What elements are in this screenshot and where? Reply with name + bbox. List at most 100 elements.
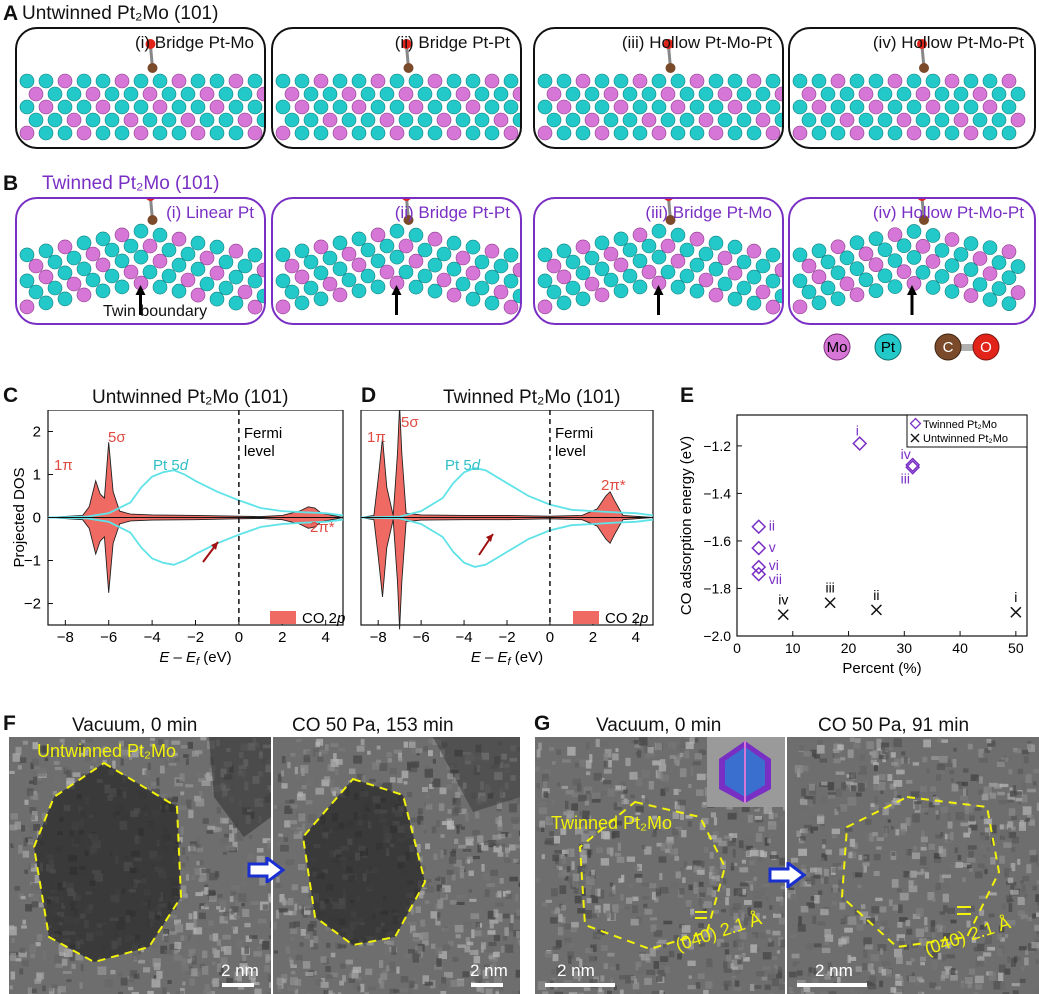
tem-grain bbox=[709, 866, 715, 874]
tem-grain bbox=[242, 965, 248, 972]
tem-grain bbox=[1021, 884, 1026, 893]
tem-grain bbox=[941, 971, 949, 979]
tem-grain bbox=[663, 920, 673, 925]
tem-grain bbox=[675, 871, 681, 879]
tem-grain bbox=[649, 883, 657, 889]
pt-atom bbox=[765, 73, 781, 89]
mo-atom bbox=[849, 125, 865, 141]
tem-grain bbox=[1017, 801, 1021, 805]
tem-grain bbox=[169, 931, 177, 935]
tem-grain bbox=[494, 982, 504, 992]
oxygen-atom bbox=[918, 199, 926, 201]
pt-atom bbox=[171, 125, 187, 141]
tem-grain bbox=[635, 752, 642, 756]
tem-grain bbox=[803, 751, 812, 757]
tem-grain bbox=[942, 927, 947, 933]
tem-grain bbox=[1021, 966, 1025, 972]
tem-grain bbox=[122, 741, 131, 751]
tem-grain bbox=[621, 786, 627, 790]
tem-grain bbox=[568, 955, 572, 964]
tem-grain bbox=[632, 896, 639, 902]
tem-grain bbox=[749, 849, 759, 857]
mo-atom bbox=[503, 299, 519, 315]
tem-grain bbox=[677, 826, 683, 834]
tem-grain bbox=[160, 793, 168, 801]
pt-atom bbox=[858, 112, 874, 128]
tem-grain bbox=[212, 947, 217, 954]
tem-grain bbox=[412, 950, 418, 960]
tem-grain bbox=[516, 930, 520, 938]
tem-grain bbox=[609, 882, 614, 887]
pt-atom bbox=[820, 280, 836, 296]
pt-atom bbox=[1001, 125, 1017, 141]
tem-grain bbox=[476, 968, 481, 975]
tem-grain bbox=[283, 837, 289, 842]
pt-atom bbox=[341, 112, 357, 128]
pt-atom bbox=[19, 73, 35, 89]
tem-grain bbox=[585, 790, 591, 795]
tem-grain bbox=[755, 818, 764, 823]
tem-grain bbox=[732, 978, 737, 982]
tem-grain bbox=[673, 934, 679, 943]
tem-grain bbox=[862, 962, 871, 971]
tem-grain bbox=[637, 863, 642, 871]
tem-grain bbox=[758, 826, 765, 832]
tem-grain bbox=[514, 844, 520, 849]
tem-grain bbox=[21, 925, 27, 929]
tem-grain bbox=[906, 961, 912, 966]
tem-grain bbox=[709, 851, 714, 859]
tem-grain bbox=[767, 832, 775, 839]
tem-grain bbox=[656, 770, 663, 780]
tem-grain bbox=[464, 859, 471, 864]
tem-grain bbox=[665, 893, 675, 899]
tem-grain bbox=[830, 971, 834, 978]
pt-atom bbox=[944, 258, 960, 273]
tem-grain bbox=[844, 915, 850, 924]
tem-grain bbox=[905, 920, 911, 927]
mo-atom bbox=[512, 262, 520, 278]
tem-grain bbox=[667, 741, 677, 749]
tem-grain bbox=[936, 772, 942, 781]
tem-grain bbox=[61, 958, 68, 966]
tem-grain bbox=[487, 910, 496, 919]
tem-grain bbox=[734, 917, 741, 924]
tem-grain bbox=[704, 847, 709, 854]
tem-grain bbox=[709, 879, 717, 885]
tem-grain bbox=[29, 988, 37, 993]
tem-grain bbox=[1028, 819, 1035, 826]
tem-grain bbox=[590, 894, 599, 904]
pt-atom bbox=[982, 292, 998, 307]
tem-grain bbox=[681, 830, 687, 838]
tem-grain bbox=[216, 806, 221, 814]
tem-grain bbox=[756, 912, 760, 921]
tem-grain bbox=[431, 826, 437, 834]
tem-grain bbox=[625, 757, 631, 767]
tem-grain bbox=[822, 839, 827, 846]
tem-grain bbox=[936, 810, 940, 820]
tem-grain bbox=[922, 939, 931, 947]
tem-grain bbox=[289, 959, 294, 967]
tem-grain bbox=[968, 827, 972, 834]
tem-grain bbox=[571, 881, 576, 888]
tem-grain bbox=[560, 924, 570, 930]
mo-atom bbox=[142, 238, 158, 254]
pt-atom bbox=[727, 125, 743, 141]
mo-atom bbox=[717, 250, 733, 266]
tem-grain bbox=[280, 844, 289, 852]
untwinned-box-4: (iv) Hollow Pt-Mo-Pt bbox=[788, 27, 1036, 149]
tem-grain bbox=[979, 924, 988, 930]
tem-grain bbox=[1037, 751, 1039, 761]
tem-grain bbox=[539, 820, 545, 828]
tem-grain bbox=[828, 962, 832, 969]
pt-atom bbox=[944, 125, 960, 141]
tem-grain bbox=[22, 919, 26, 925]
tem-grain bbox=[755, 833, 763, 842]
tem-grain bbox=[201, 868, 211, 874]
tem-grain bbox=[660, 788, 666, 797]
tem-grain bbox=[171, 754, 177, 761]
pt-atom bbox=[228, 99, 244, 115]
tem-grain bbox=[505, 847, 510, 853]
pt-5d-line-up bbox=[360, 467, 654, 519]
mo-atom bbox=[774, 86, 782, 102]
mo-atom bbox=[641, 264, 657, 280]
